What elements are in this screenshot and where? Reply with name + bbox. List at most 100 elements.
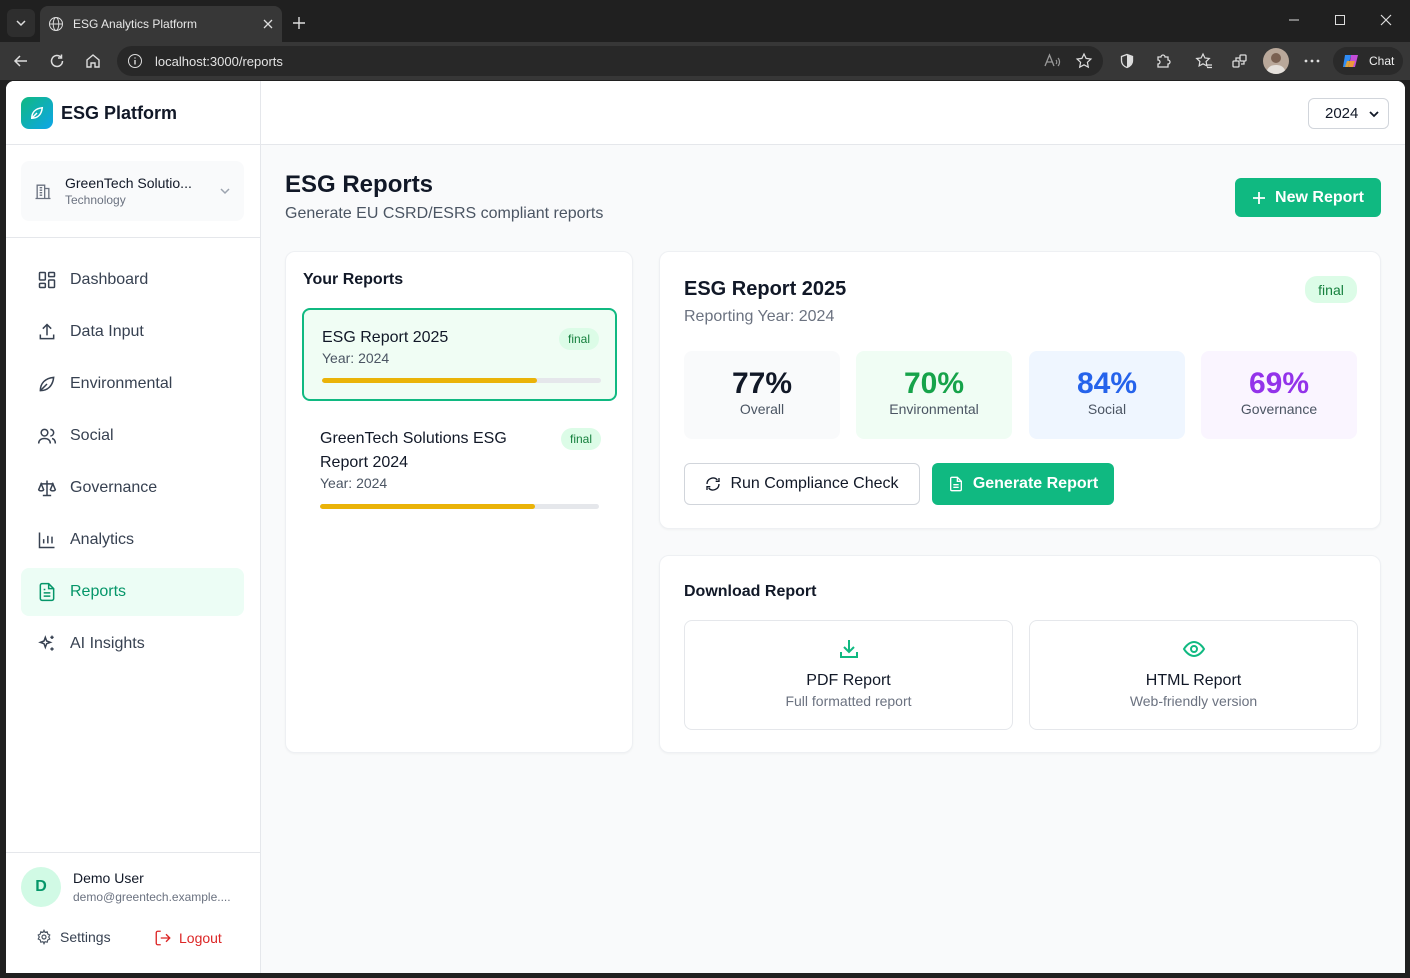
reports-list-heading: Your Reports xyxy=(303,271,404,288)
report-year: Year: 2024 xyxy=(322,350,390,366)
logout-label: Logout xyxy=(179,930,222,946)
report-progress-bar xyxy=(322,378,601,383)
sidebar-item-label: Social xyxy=(70,427,114,444)
org-name: GreenTech Solutio... xyxy=(65,175,192,191)
refresh-icon[interactable] xyxy=(46,50,68,72)
new-report-label: New Report xyxy=(1275,188,1364,206)
logout-button[interactable]: Logout xyxy=(154,929,222,947)
sidebar-item-social[interactable]: Social xyxy=(21,412,244,460)
download-heading: Download Report xyxy=(684,583,817,600)
report-title: ESG Report 2025 xyxy=(322,329,449,346)
score-value: 69% xyxy=(1248,367,1310,400)
close-window-icon[interactable] xyxy=(1376,10,1396,30)
tab-actions-chevron-icon[interactable] xyxy=(7,9,35,37)
sidebar-item-label: Analytics xyxy=(70,531,135,548)
building-icon xyxy=(33,181,53,201)
chevron-down-icon xyxy=(218,184,232,198)
shield-extension-icon[interactable] xyxy=(1117,51,1137,71)
browser-tab[interactable]: ESG Analytics Platform xyxy=(40,6,282,42)
copilot-chat-button[interactable]: Chat xyxy=(1333,47,1403,75)
gear-icon xyxy=(36,929,52,945)
logout-icon xyxy=(154,929,172,947)
users-icon xyxy=(37,426,57,446)
sidebar-nav: Dashboard Data Input Environmental Socia… xyxy=(21,256,244,672)
compliance-label: Run Compliance Check xyxy=(730,475,899,492)
sidebar-item-analytics[interactable]: Analytics xyxy=(21,516,244,564)
score-label: Social xyxy=(1087,401,1127,417)
pdf-report-download[interactable]: PDF Report Full formatted report xyxy=(684,620,1013,730)
divider xyxy=(6,144,261,145)
dashboard-icon xyxy=(37,270,57,290)
run-compliance-check-button[interactable]: Run Compliance Check xyxy=(684,463,920,505)
user-profile: D Demo User demo@greentech.example.... xyxy=(21,867,231,907)
sidebar-item-label: Data Input xyxy=(70,323,144,340)
sidebar-item-label: Reports xyxy=(70,583,127,600)
user-email: demo@greentech.example.... xyxy=(73,890,231,904)
leaf-logo-icon xyxy=(21,97,53,129)
organization-selector[interactable]: GreenTech Solutio... Technology xyxy=(21,161,244,221)
page-title: ESG Reports xyxy=(285,171,434,198)
progress-fill xyxy=(322,378,537,383)
browser-toolbar: localhost:3000/reports Chat xyxy=(0,42,1410,80)
avatar: D xyxy=(21,867,61,907)
favorite-star-icon[interactable] xyxy=(1075,52,1093,70)
pdf-report-title: PDF Report xyxy=(806,672,891,689)
address-bar[interactable]: localhost:3000/reports xyxy=(117,46,1103,76)
settings-label: Settings xyxy=(60,929,111,945)
report-year: Year: 2024 xyxy=(320,475,388,491)
site-info-icon[interactable] xyxy=(127,53,143,69)
report-list-item[interactable]: ESG Report 2025 Year: 2024 final xyxy=(302,308,617,401)
profile-avatar[interactable] xyxy=(1263,48,1289,74)
extensions-puzzle-icon[interactable] xyxy=(1153,51,1173,71)
close-tab-icon[interactable] xyxy=(262,18,274,30)
report-title: GreenTech Solutions ESG Report 2024 xyxy=(320,430,507,471)
more-options-icon[interactable] xyxy=(1302,51,1322,71)
top-header: 2024 xyxy=(261,81,1405,145)
score-value: 77% xyxy=(731,367,793,400)
score-card-environmental: 70% Environmental xyxy=(856,351,1012,439)
score-card-overall: 77% Overall xyxy=(684,351,840,439)
html-report-subtitle: Web-friendly version xyxy=(1129,693,1258,709)
minimize-icon[interactable] xyxy=(1284,10,1304,30)
status-badge: final xyxy=(1305,276,1357,303)
sidebar-item-environmental[interactable]: Environmental xyxy=(21,360,244,408)
score-label: Overall xyxy=(739,401,785,417)
report-progress-bar xyxy=(320,504,599,509)
report-detail-title: ESG Report 2025 xyxy=(684,278,847,300)
sidebar-item-ai-insights[interactable]: AI Insights xyxy=(21,620,244,668)
brand-name: ESG Platform xyxy=(61,102,178,123)
maximize-icon[interactable] xyxy=(1330,10,1350,30)
read-aloud-icon[interactable] xyxy=(1043,52,1061,70)
new-report-button[interactable]: New Report xyxy=(1235,178,1381,217)
report-list-item[interactable]: GreenTech Solutions ESG Report 2024 Year… xyxy=(302,412,617,522)
file-text-icon xyxy=(37,582,57,602)
collections-icon[interactable] xyxy=(1230,51,1250,71)
year-select-value: 2024 xyxy=(1325,105,1359,122)
generate-report-button[interactable]: Generate Report xyxy=(932,463,1114,505)
divider xyxy=(6,237,261,238)
settings-link[interactable]: Settings xyxy=(36,929,111,945)
score-value: 84% xyxy=(1076,367,1138,400)
org-industry: Technology xyxy=(65,193,126,207)
sidebar-item-governance[interactable]: Governance xyxy=(21,464,244,512)
generate-label: Generate Report xyxy=(972,475,1099,492)
progress-fill xyxy=(320,504,535,509)
sidebar-item-dashboard[interactable]: Dashboard xyxy=(21,256,244,304)
score-card-governance: 69% Governance xyxy=(1201,351,1357,439)
score-label: Environmental xyxy=(889,401,979,417)
favorites-icon[interactable] xyxy=(1194,51,1214,71)
year-select[interactable]: 2024 xyxy=(1308,98,1389,129)
upload-icon xyxy=(37,322,57,342)
sidebar-item-data-input[interactable]: Data Input xyxy=(21,308,244,356)
tab-title: ESG Analytics Platform xyxy=(73,17,198,31)
browser-tab-bar: ESG Analytics Platform xyxy=(0,0,1410,42)
html-report-download[interactable]: HTML Report Web-friendly version xyxy=(1029,620,1358,730)
back-arrow-icon[interactable] xyxy=(10,50,32,72)
home-icon[interactable] xyxy=(82,50,104,72)
score-label: Governance xyxy=(1240,401,1318,417)
brand[interactable]: ESG Platform xyxy=(21,97,177,129)
sidebar-item-reports[interactable]: Reports xyxy=(21,568,244,616)
url-text: localhost:3000/reports xyxy=(155,53,283,69)
page-subtitle: Generate EU CSRD/ESRS compliant reports xyxy=(285,205,604,222)
new-tab-plus-icon[interactable] xyxy=(288,12,310,34)
